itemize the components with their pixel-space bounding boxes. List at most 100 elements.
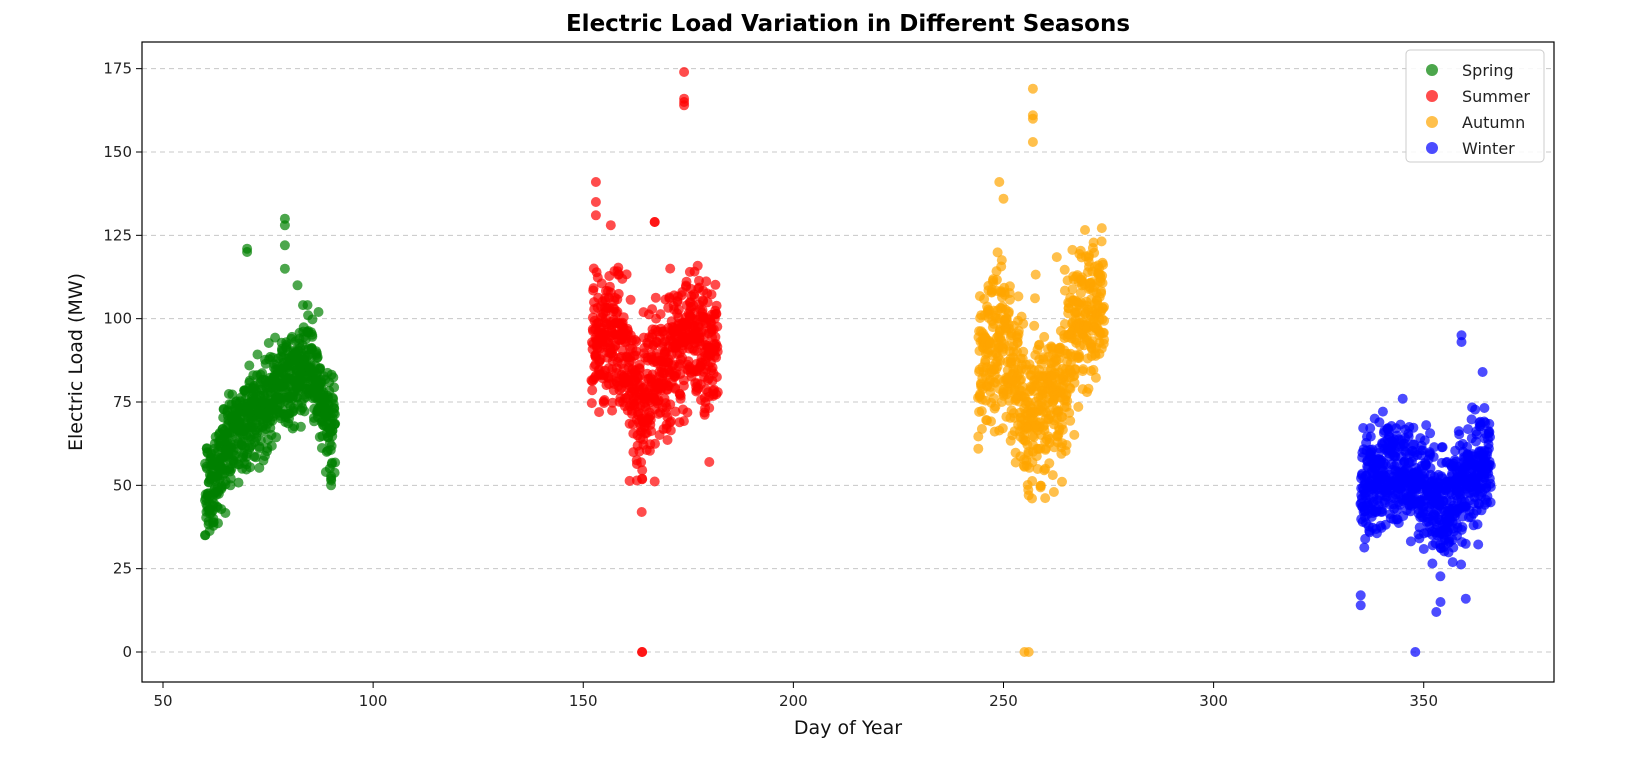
data-point (1355, 590, 1366, 601)
data-point (1027, 83, 1038, 94)
data-point (252, 349, 263, 360)
data-point (1097, 278, 1108, 288)
data-point (208, 513, 219, 524)
data-point (689, 291, 700, 302)
legend-marker (1426, 142, 1438, 154)
data-point (702, 297, 713, 308)
data-point (637, 647, 648, 657)
data-point (711, 300, 722, 311)
legend-marker (1426, 116, 1438, 128)
data-point (307, 331, 318, 342)
data-point (996, 255, 1007, 266)
data-point (590, 177, 601, 187)
data-point (618, 312, 629, 323)
data-point (1089, 247, 1100, 258)
data-point (973, 443, 984, 454)
data-point (1359, 542, 1370, 553)
data-point (200, 530, 210, 541)
grid-lines (142, 68, 1554, 653)
data-point (1064, 407, 1075, 418)
data-point (1409, 439, 1420, 450)
data-point (1027, 137, 1038, 147)
data-point (636, 457, 647, 468)
y-tick-label: 125 (103, 226, 132, 244)
data-point (649, 217, 660, 227)
data-point (233, 477, 244, 488)
data-point (678, 375, 689, 386)
data-point (665, 399, 676, 410)
data-point (637, 465, 648, 476)
x-tick-label: 300 (1199, 692, 1228, 710)
data-point (1003, 306, 1014, 317)
data-point (646, 426, 657, 437)
data-point (1099, 301, 1109, 312)
data-point (704, 457, 715, 467)
data-point (1004, 294, 1015, 305)
data-point (1030, 269, 1041, 280)
data-points (200, 67, 1496, 657)
data-point (1418, 544, 1429, 554)
data-point (711, 372, 722, 382)
data-point (1403, 431, 1414, 442)
data-point (590, 210, 601, 221)
data-point (692, 260, 703, 271)
data-point (1018, 346, 1029, 357)
data-point (329, 382, 340, 393)
data-point (650, 292, 661, 303)
data-point (1365, 431, 1376, 442)
data-point (997, 423, 1008, 434)
data-point (1096, 286, 1107, 297)
data-point (682, 407, 693, 418)
legend-marker (1426, 90, 1438, 102)
data-point (631, 346, 642, 357)
legend: Spring Summer Autumn Winter (1405, 49, 1545, 163)
data-point (1473, 539, 1484, 550)
data-point (1004, 281, 1015, 292)
data-point (621, 269, 632, 280)
data-point (1405, 536, 1416, 547)
data-point (706, 289, 717, 300)
data-point (665, 416, 676, 427)
x-tick-label: 100 (359, 692, 388, 710)
legend-label-autumn: Autumn (1462, 113, 1525, 132)
data-point (1059, 285, 1070, 296)
data-point (302, 300, 313, 311)
data-point (712, 346, 723, 357)
data-point (1460, 593, 1471, 604)
data-point (1027, 110, 1038, 121)
x-tick-label: 350 (1409, 692, 1438, 710)
y-tick-label: 25 (113, 560, 132, 578)
data-point (1408, 422, 1419, 433)
data-point (587, 385, 598, 396)
data-point (220, 508, 231, 518)
data-point (1040, 493, 1051, 504)
y-tick-label: 50 (113, 476, 132, 494)
data-point (1096, 236, 1107, 247)
data-point (1365, 423, 1376, 434)
data-point (605, 220, 616, 231)
data-point (994, 177, 1005, 187)
data-point (1030, 293, 1040, 304)
data-point (307, 314, 318, 325)
data-point (594, 407, 605, 418)
data-point (1377, 406, 1388, 417)
data-point (1429, 442, 1440, 453)
y-tick-label: 75 (113, 393, 132, 411)
series-summer (586, 67, 723, 657)
data-point (1039, 331, 1050, 342)
data-point (599, 395, 610, 405)
x-tick-label: 150 (569, 692, 598, 710)
data-point (665, 263, 676, 274)
data-point (649, 476, 660, 487)
data-point (711, 308, 722, 319)
data-point (1027, 476, 1038, 486)
data-point (645, 414, 656, 425)
y-tick-label: 150 (103, 143, 132, 161)
data-point (675, 393, 686, 404)
data-point (279, 263, 290, 274)
data-point (1018, 318, 1029, 329)
data-point (1090, 372, 1101, 383)
data-point (1355, 600, 1366, 611)
data-point (1034, 339, 1045, 350)
